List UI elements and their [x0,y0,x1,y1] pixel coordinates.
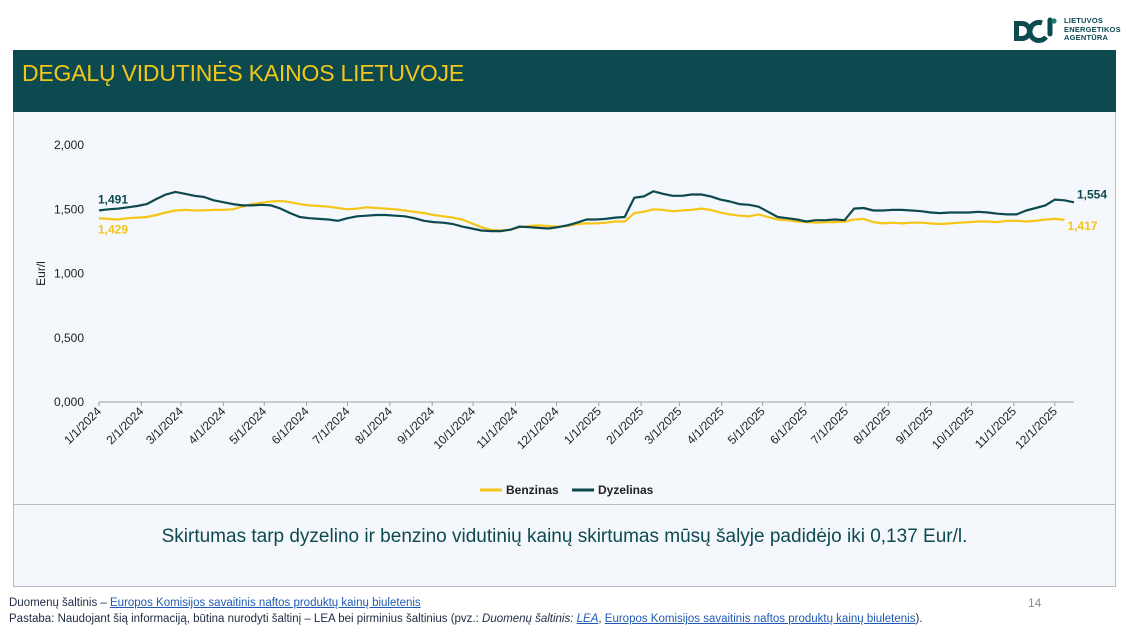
y-tick-label: 0,500 [54,331,84,345]
legend-label-dyzelinas: Dyzelinas [598,483,654,497]
series-line-dyzelinas [98,190,1075,233]
chart-panel: 0,000 0,500 1,000 1,500 2,000 Eur/l 1/1/2024 2/… [13,112,1116,504]
source-link[interactable]: Europos Komisijos savaitinis naftos prod… [110,597,421,609]
note-prefix: Pastaba: Naudojant šią informaciją, būti… [9,613,483,625]
x-tick-label: 2/1/2024 [104,404,147,447]
x-tick-label: 3/1/2025 [642,404,685,447]
x-tick-label: 5/1/2025 [725,404,768,447]
x-tick-label: 12/1/2024 [514,404,562,452]
summary-text: Skirtumas tarp dyzelino ir benzino vidut… [161,526,968,547]
y-axis-label: Eur/l [34,261,48,286]
x-tick-label: 7/1/2024 [310,404,353,447]
logo-line-2: ENERGETIKOS [1064,24,1121,34]
page-number: 14 [1028,596,1042,610]
title-banner: DEGALŲ VIDUTINĖS KAINOS LIETUVOJE [13,50,1116,112]
x-tick-label: 8/1/2024 [352,404,395,447]
bulletin-link[interactable]: Europos Komisijos savaitinis naftos prod… [604,613,916,625]
summary-panel: Skirtumas tarp dyzelino ir benzino vidut… [13,504,1116,587]
usage-note: Pastaba: Naudojant šią informaciją, būti… [9,613,922,625]
legend-label-benzinas: Benzinas [506,483,559,497]
logo-line-1: LIETUVOS [1064,16,1104,25]
x-tick-label: 4/1/2025 [684,404,727,447]
x-tick-label: 6/1/2025 [767,404,810,447]
note-separator: , [598,613,605,625]
note-italic: Duomenų šaltinis: [482,613,577,625]
y-tick-label: 1,000 [54,267,84,281]
source-label: Duomenų šaltinis – [9,597,110,609]
y-tick-label: 2,000 [54,138,84,152]
x-tick-label: 10/1/2024 [431,404,479,452]
x-tick-label: 7/1/2025 [808,404,851,447]
x-tick-label: 1/1/2024 [61,404,104,447]
lea-logo-icon [1014,17,1057,43]
y-tick-label: 0,000 [54,395,84,409]
x-tick-label: 4/1/2024 [185,404,228,447]
page-title: DEGALŲ VIDUTINĖS KAINOS LIETUVOJE [22,60,465,86]
series-end-label: 1,417 [1067,219,1097,233]
series-start-label: 1,429 [98,222,128,236]
x-tick-label: 12/1/2025 [1012,404,1060,452]
logo-line-3: AGENTŪRA [1064,33,1109,42]
logo-text: LIETUVOS ENERGETIKOS AGENTŪRA [1064,16,1121,43]
x-tick-label: 3/1/2024 [143,404,186,447]
x-tick-label: 5/1/2024 [226,404,269,447]
note-suffix: ). [915,613,923,625]
y-tick-label: 1,500 [54,202,84,216]
x-tick-label: 8/1/2025 [850,404,893,447]
x-tick-label: 1/1/2025 [561,404,604,447]
x-tick-label: 11/1/2024 [474,404,521,451]
lea-logo: LIETUVOS ENERGETIKOS AGENTŪRA [1012,16,1122,46]
lea-link[interactable]: LEA [576,613,599,625]
source-footnote: Duomenų šaltinis – Europos Komisijos sav… [9,597,421,609]
series-start-label: 1,491 [98,192,128,206]
x-tick-label: 10/1/2025 [929,404,977,452]
series-end-label: 1,554 [1077,187,1107,201]
x-tick-label: 6/1/2024 [269,404,312,447]
series-line-benzinas [98,199,1065,232]
x-tick-label: 11/1/2025 [972,404,1019,451]
x-tick-label: 2/1/2025 [603,404,646,447]
